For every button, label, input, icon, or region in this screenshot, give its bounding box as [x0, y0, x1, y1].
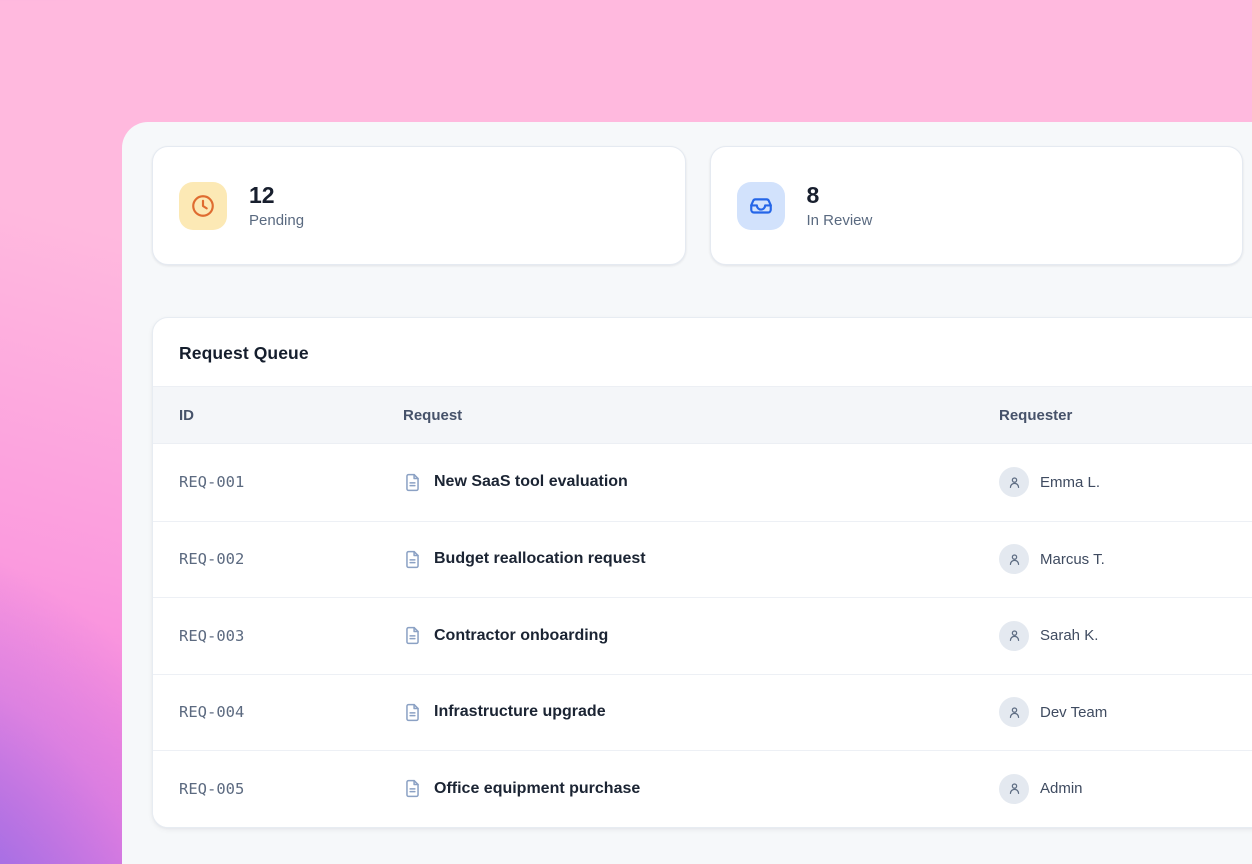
stat-value: 8 [806, 182, 820, 209]
main-panel: 12 Pending 8 In Review Request Queue ID … [122, 122, 1252, 864]
avatar [999, 467, 1029, 498]
stat-card-pending: 12 Pending [152, 146, 686, 265]
request-id: REQ-001 [179, 473, 245, 492]
document-icon [403, 550, 422, 569]
column-header-id: ID [179, 406, 194, 424]
table-row[interactable]: REQ-001 New SaaS tool evaluation [153, 444, 1252, 521]
avatar [999, 773, 1029, 804]
request-title: Contractor onboarding [434, 626, 609, 644]
request-title: New SaaS tool evaluation [434, 473, 628, 491]
document-icon [403, 703, 422, 722]
clock-icon [179, 181, 227, 230]
table-row[interactable]: REQ-002 Budget reallocation request [153, 520, 1252, 597]
table-row[interactable]: REQ-004 Infrastructure upgrade [153, 673, 1252, 750]
document-icon [403, 626, 422, 645]
stat-text-pending: 12 Pending [249, 182, 304, 228]
table-header-row: ID Request Requester [153, 387, 1252, 444]
card-header: Request Queue [153, 318, 1252, 387]
request-id: REQ-005 [179, 779, 245, 798]
requester-name: Marcus T. [1040, 550, 1105, 568]
requester-name: Dev Team [1040, 703, 1108, 721]
stats-row: 12 Pending 8 In Review [122, 122, 1252, 265]
request-title: Budget reallocation request [434, 550, 646, 568]
column-header-requester: Requester [999, 406, 1073, 424]
table-row[interactable]: REQ-005 Office equipment purchase [153, 750, 1252, 827]
request-title: Office equipment purchase [434, 779, 641, 797]
stat-value: 12 [249, 182, 275, 209]
request-id: REQ-002 [179, 550, 245, 569]
document-icon [403, 779, 422, 798]
request-id: REQ-004 [179, 703, 245, 722]
stat-label: Pending [249, 211, 305, 229]
document-icon [403, 473, 422, 492]
inbox-icon [736, 181, 785, 230]
request-queue-card: Request Queue ID Request Requester REQ-0… [152, 317, 1252, 828]
requester-name: Emma L. [1040, 473, 1101, 491]
column-header-request: Request [403, 406, 463, 424]
requester-name: Sarah K. [1040, 627, 1099, 645]
request-id: REQ-003 [179, 626, 245, 645]
avatar [999, 544, 1029, 575]
stat-text-in-review: 8 In Review [807, 182, 873, 228]
requester-name: Admin [1040, 780, 1083, 798]
avatar [999, 697, 1029, 728]
stat-label: In Review [806, 211, 873, 229]
stat-card-in-review: 8 In Review [709, 146, 1243, 265]
request-title: Infrastructure upgrade [434, 703, 606, 721]
page-title: Request Queue [179, 343, 309, 363]
avatar [999, 620, 1029, 651]
table-body: REQ-001 New SaaS tool evaluation [153, 444, 1252, 827]
table-row[interactable]: REQ-003 Contractor onboarding [153, 597, 1252, 674]
